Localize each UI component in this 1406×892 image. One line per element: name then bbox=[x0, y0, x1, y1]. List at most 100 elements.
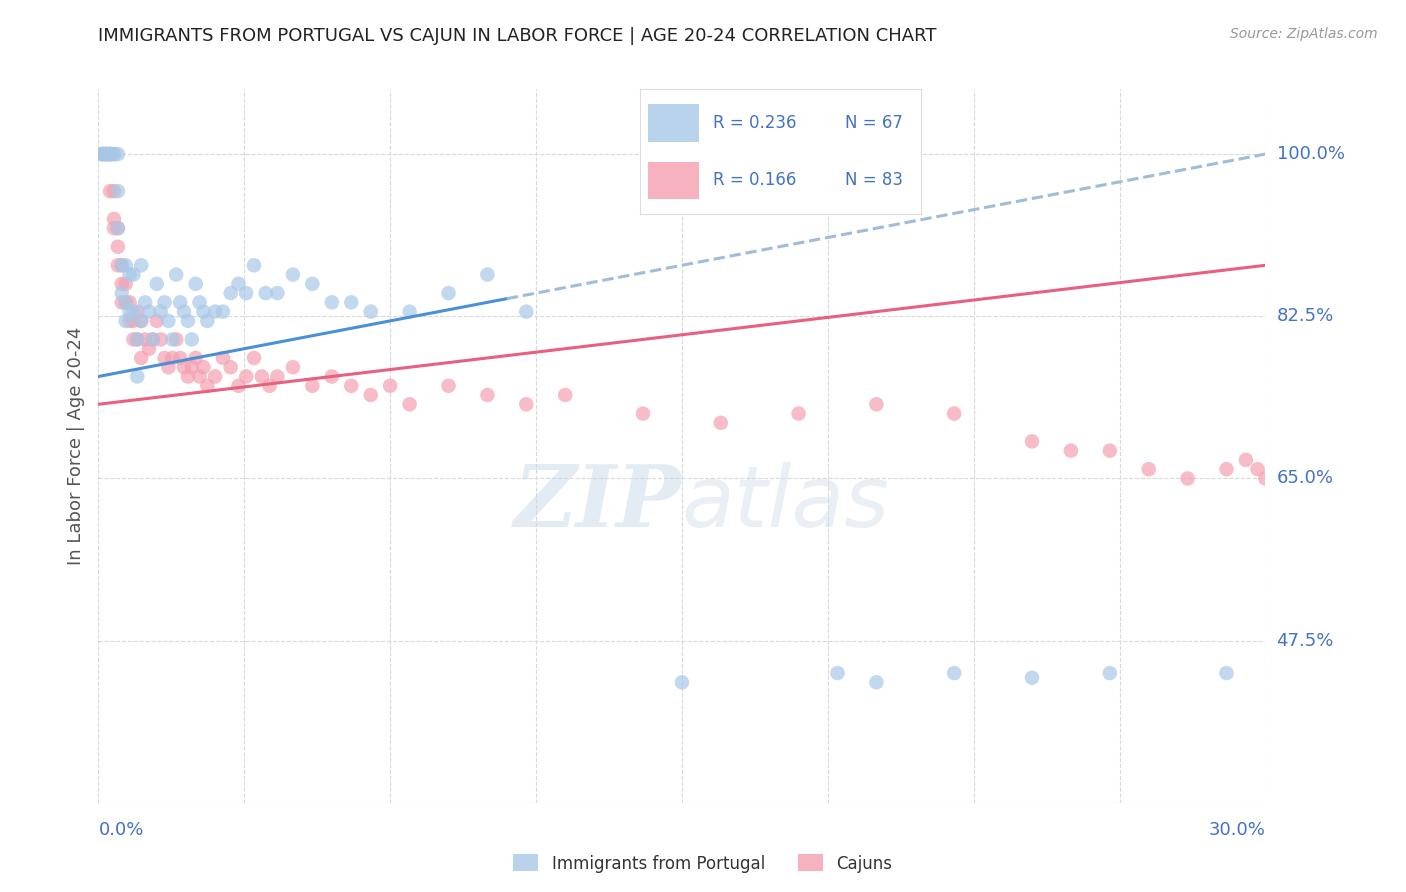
Point bbox=[671, 675, 693, 690]
Point bbox=[1246, 462, 1268, 476]
Point bbox=[107, 258, 129, 272]
Point bbox=[188, 295, 211, 310]
Point bbox=[157, 314, 180, 328]
Text: 0.0%: 0.0% bbox=[98, 822, 143, 839]
Point bbox=[219, 286, 242, 301]
Point bbox=[98, 147, 121, 161]
Point bbox=[193, 304, 215, 318]
Point bbox=[193, 360, 215, 375]
Point bbox=[1215, 462, 1237, 476]
Text: 30.0%: 30.0% bbox=[1209, 822, 1265, 839]
Point bbox=[118, 268, 141, 282]
Point bbox=[118, 314, 141, 328]
Point bbox=[865, 397, 887, 411]
Point bbox=[281, 268, 304, 282]
Point bbox=[243, 351, 266, 365]
FancyBboxPatch shape bbox=[648, 104, 699, 142]
Point bbox=[1215, 666, 1237, 681]
Point bbox=[360, 388, 382, 402]
Point bbox=[204, 304, 226, 318]
Point bbox=[180, 333, 202, 347]
Point bbox=[162, 351, 184, 365]
Point bbox=[301, 378, 323, 392]
Point bbox=[554, 388, 576, 402]
Point bbox=[228, 378, 250, 392]
Point bbox=[114, 295, 136, 310]
Point bbox=[98, 147, 121, 161]
Point bbox=[91, 147, 114, 161]
Point bbox=[114, 314, 136, 328]
Point bbox=[1137, 462, 1160, 476]
Point bbox=[96, 147, 118, 161]
Point bbox=[173, 304, 195, 318]
Point bbox=[710, 416, 733, 430]
Point bbox=[127, 304, 149, 318]
Point bbox=[142, 333, 165, 347]
Point bbox=[177, 369, 200, 384]
Point bbox=[254, 286, 277, 301]
Point bbox=[1313, 481, 1336, 495]
Point bbox=[321, 295, 343, 310]
Point bbox=[188, 369, 211, 384]
Point bbox=[122, 304, 145, 318]
Point bbox=[111, 258, 134, 272]
Point bbox=[98, 184, 121, 198]
Point bbox=[1021, 434, 1043, 449]
Point bbox=[437, 378, 460, 392]
Point bbox=[1177, 471, 1199, 485]
Point bbox=[1098, 666, 1121, 681]
Point bbox=[865, 675, 887, 690]
Point bbox=[943, 407, 966, 421]
Point bbox=[228, 277, 250, 291]
Point bbox=[103, 211, 125, 226]
Point bbox=[195, 314, 218, 328]
Point bbox=[219, 360, 242, 375]
Point bbox=[103, 147, 125, 161]
Point bbox=[266, 369, 288, 384]
Text: R = 0.166: R = 0.166 bbox=[713, 171, 796, 189]
Point bbox=[149, 304, 172, 318]
Point bbox=[169, 295, 191, 310]
Point bbox=[173, 360, 195, 375]
Point bbox=[103, 221, 125, 235]
Point bbox=[515, 304, 537, 318]
Point bbox=[340, 295, 363, 310]
Point bbox=[1274, 462, 1296, 476]
Point bbox=[96, 147, 118, 161]
Text: 65.0%: 65.0% bbox=[1277, 469, 1333, 487]
Point bbox=[943, 666, 966, 681]
Point bbox=[146, 277, 169, 291]
Point bbox=[169, 351, 191, 365]
Point bbox=[477, 268, 499, 282]
Point bbox=[378, 378, 402, 392]
Point bbox=[129, 314, 152, 328]
Point bbox=[122, 314, 145, 328]
Point bbox=[1294, 471, 1316, 485]
Point bbox=[118, 304, 141, 318]
Point bbox=[153, 351, 176, 365]
Point bbox=[111, 286, 134, 301]
Point bbox=[138, 342, 160, 356]
Point bbox=[107, 147, 129, 161]
Point bbox=[129, 314, 152, 328]
Point bbox=[114, 277, 136, 291]
Point bbox=[177, 314, 200, 328]
Point bbox=[138, 304, 160, 318]
Point bbox=[127, 333, 149, 347]
Point bbox=[129, 258, 152, 272]
Point bbox=[114, 295, 136, 310]
Point bbox=[184, 277, 207, 291]
Point bbox=[1021, 671, 1043, 685]
Point bbox=[153, 295, 176, 310]
Point bbox=[103, 184, 125, 198]
Point bbox=[437, 286, 460, 301]
Point bbox=[91, 147, 114, 161]
Point bbox=[122, 333, 145, 347]
Point bbox=[235, 369, 257, 384]
Point bbox=[243, 258, 266, 272]
Point bbox=[398, 304, 420, 318]
Point bbox=[787, 407, 810, 421]
Point bbox=[98, 147, 121, 161]
Legend: Immigrants from Portugal, Cajuns: Immigrants from Portugal, Cajuns bbox=[506, 847, 900, 880]
Point bbox=[235, 286, 257, 301]
